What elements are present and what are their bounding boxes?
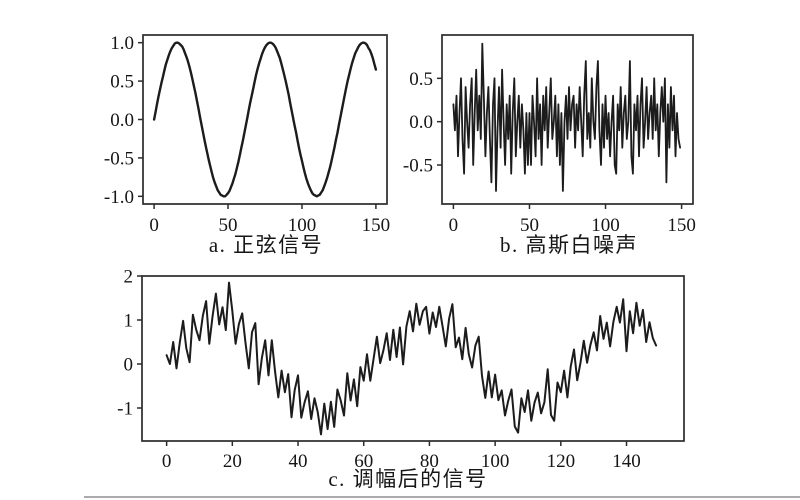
x-tick-label-c: 140	[612, 451, 641, 472]
x-tick-label-a: 150	[362, 215, 391, 236]
axes-box-a	[142, 34, 388, 205]
page-bottom-divider	[84, 496, 800, 498]
series-line-a	[152, 41, 378, 198]
series-line-b	[452, 42, 681, 192]
y-tick-label-c: 0	[124, 355, 134, 376]
caption-subplot-a-sine-signal: a. 正弦信号	[208, 233, 324, 257]
caption-subplot-b-gaussian-white-noise: b. 高斯白噪声	[500, 233, 638, 257]
y-tick-label-a: -1.0	[104, 187, 134, 208]
x-tick-label-c: 120	[547, 451, 576, 472]
y-tick-label-c: 2	[124, 267, 134, 288]
x-tick-label-c: 60	[354, 451, 373, 472]
x-tick-label-c: 40	[289, 451, 308, 472]
y-tick-label-a: 0.0	[110, 110, 134, 131]
x-tick-label-c: 80	[420, 451, 439, 472]
y-tick-label-a: 0.5	[110, 72, 134, 93]
y-tick-label-b: 0.5	[409, 69, 433, 90]
y-tick-label-b: -0.5	[403, 156, 433, 177]
x-tick-label-c: 0	[162, 451, 172, 472]
y-tick-label-c: 1	[124, 311, 134, 332]
y-tick-label-c: -1	[117, 399, 133, 420]
x-tick-label-b: 50	[520, 215, 539, 236]
y-tick-label-a: -0.5	[104, 148, 134, 169]
x-tick-label-b: 100	[591, 215, 620, 236]
series-line-c	[165, 281, 658, 436]
x-tick-label-b: 150	[667, 215, 696, 236]
x-tick-label-a: 0	[149, 215, 159, 236]
axes-box-c	[141, 275, 685, 442]
axes-box-b	[441, 34, 694, 205]
x-tick-label-c: 100	[481, 451, 510, 472]
x-tick-label-c: 20	[223, 451, 242, 472]
y-tick-label-b: 0.0	[409, 112, 433, 133]
caption-subplot-c-modulated-signal: c. 调幅后的信号	[328, 467, 488, 491]
x-tick-label-b: 0	[449, 215, 459, 236]
y-tick-label-a: 1.0	[110, 33, 134, 54]
x-tick-label-a: 100	[288, 215, 317, 236]
x-tick-label-a: 50	[219, 215, 238, 236]
